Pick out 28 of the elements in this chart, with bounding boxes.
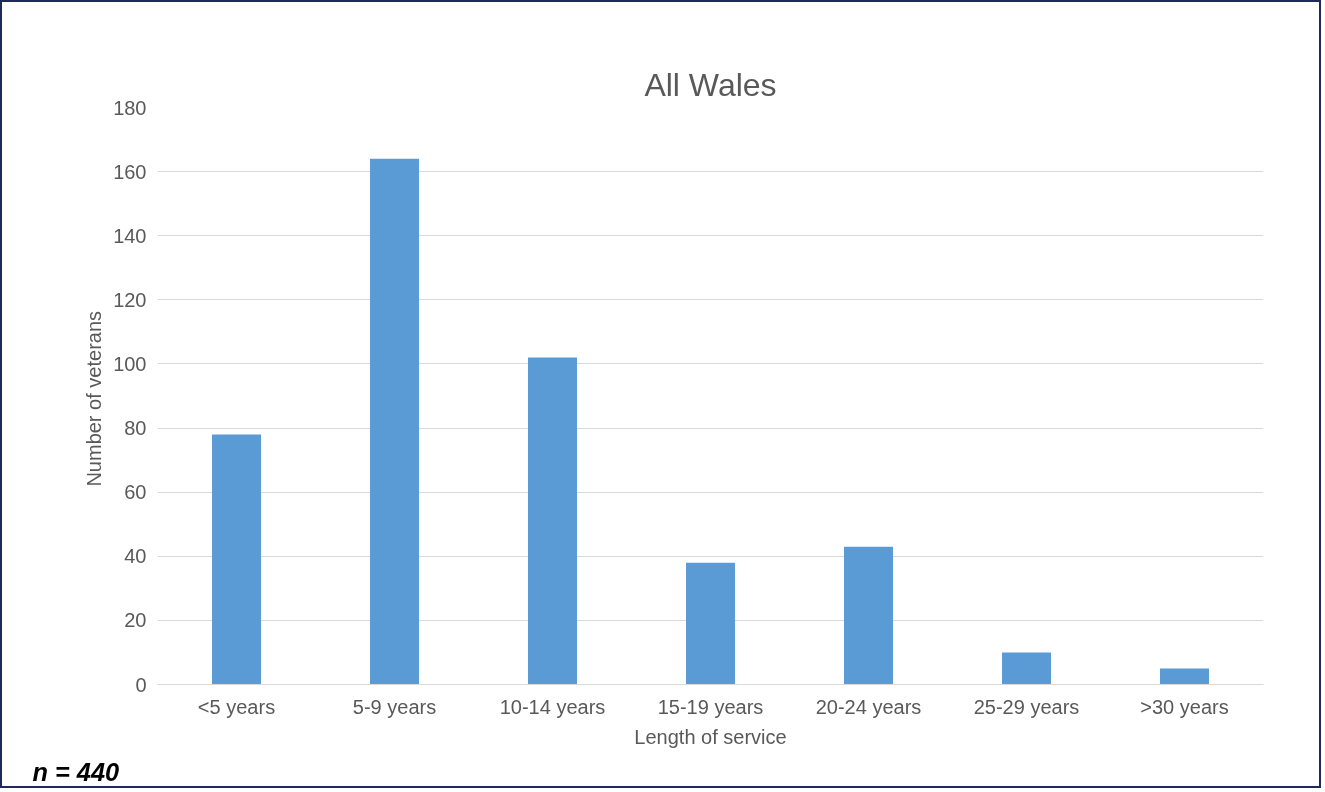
y-tick-label: 0 (135, 673, 147, 696)
y-axis-title: Number of veterans (83, 310, 106, 487)
chart-title: All Wales (644, 66, 777, 103)
x-axis-title: Length of service (634, 725, 787, 748)
y-tick-label: 20 (124, 609, 147, 632)
bar (844, 546, 893, 685)
text: n = 440 (32, 757, 120, 786)
bar (370, 158, 419, 685)
bar (528, 357, 577, 685)
y-tick-label: 140 (113, 224, 147, 247)
y-tick-label: 120 (113, 288, 147, 311)
bar (1002, 652, 1051, 685)
x-tick-label: >30 years (1140, 695, 1229, 718)
y-tick-label: 60 (124, 481, 147, 504)
x-tick-label: 5-9 years (352, 695, 437, 718)
x-tick-label: <5 years (197, 695, 276, 718)
y-tick-label: 160 (113, 160, 147, 183)
x-tick-label: 10-14 years (499, 695, 606, 718)
bar (686, 562, 735, 685)
bar (212, 434, 261, 685)
x-tick-label: 20-24 years (815, 695, 922, 718)
y-tick-label: 40 (124, 545, 147, 568)
y-tick-label: 180 (113, 96, 147, 119)
bar (1160, 668, 1209, 685)
y-tick-label: 100 (113, 352, 147, 375)
x-tick-label: 15-19 years (657, 695, 764, 718)
y-tick-label: 80 (124, 417, 147, 440)
x-tick-label: 25-29 years (973, 695, 1080, 718)
